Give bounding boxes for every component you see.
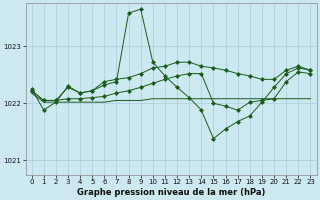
X-axis label: Graphe pression niveau de la mer (hPa): Graphe pression niveau de la mer (hPa) [77, 188, 265, 197]
